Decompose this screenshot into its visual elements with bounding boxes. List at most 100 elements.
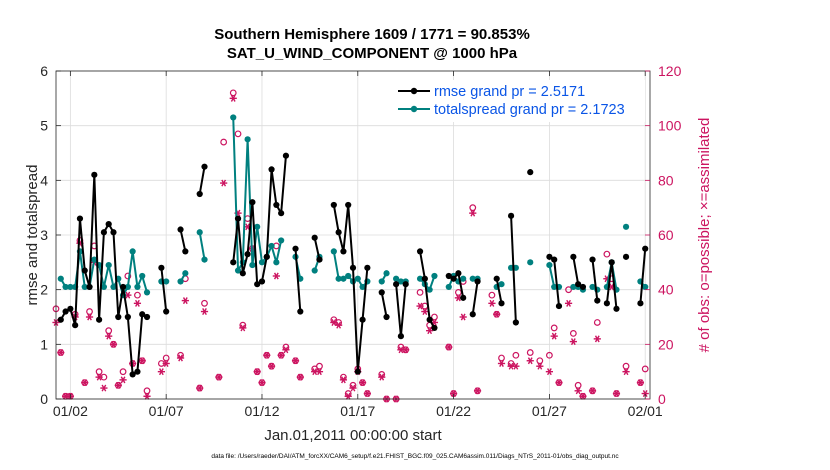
obs-possible-marker [498,354,505,362]
totalspread-point [330,248,337,255]
obs-assimilated-marker [344,392,352,400]
obs-possible-marker [134,291,141,299]
obs-possible-marker [512,351,520,359]
y-right-tick-label: 0 [658,391,666,407]
obs-assimilated-marker [612,390,621,398]
totalspread-point [91,256,98,263]
rmse-point [570,253,577,260]
rmse-point [139,311,146,318]
obs-assimilated-marker [579,392,587,400]
rmse-point [158,264,165,271]
totalspread-point [139,272,146,280]
obs-assimilated-marker [143,392,151,400]
rmse-point [493,275,500,282]
obs-possible-marker [603,250,611,258]
totalspread-point [110,283,117,291]
obs-assimilated-marker [335,321,343,329]
rmse-line [591,259,599,301]
rmse-point [182,248,189,255]
obs-assimilated-marker [291,357,300,365]
rmse-point [110,229,117,236]
rmse-point [642,245,649,252]
totalspread-point [67,283,74,291]
totalspread-point [273,259,280,266]
rmse-point [230,259,237,266]
rmse-point [551,256,558,263]
totalspread-point [460,275,467,282]
totalspread-point [335,275,342,282]
obs-assimilated-marker [109,340,118,348]
obs-assimilated-marker [622,368,630,376]
obs-possible-marker [229,89,237,97]
legend-rmse-label: rmse grand pr = 2.5171 [434,84,585,100]
totalspread-point [268,242,275,250]
totalspread-point [105,261,112,269]
obs-assimilated-marker [641,390,649,398]
obs-assimilated-marker [114,381,122,389]
y-axis-left-label: rmse and totalspread [24,165,41,306]
rmse-point [263,253,270,260]
obs-assimilated-marker [105,332,113,340]
totalspread-point [143,289,151,296]
obs-assimilated-marker [81,379,89,387]
obs-assimilated-marker [85,313,94,321]
obs-markers [52,89,649,403]
totalspread-point [129,248,136,255]
y-left-tick-label: 4 [40,172,48,188]
totalspread-point [124,283,131,291]
rmse-point [177,226,184,233]
rmse-point [129,371,136,378]
rmse-line [419,251,436,329]
obs-assimilated-marker [426,327,434,335]
obs-assimilated-marker [378,373,386,381]
rmse-line [471,281,479,315]
obs-assimilated-marker [138,357,146,365]
rmse-point [67,305,74,312]
obs-assimilated-marker [416,302,424,310]
obs-possible-marker [550,324,558,332]
rmse-point [393,281,400,288]
obs-possible-marker [119,368,127,376]
obs-assimilated-marker [421,308,429,316]
obs-possible-marker [143,387,151,395]
rmse-point [498,300,505,307]
y-left-tick-label: 6 [40,63,48,79]
obs-possible-marker [124,272,132,280]
totalspread-point [359,283,366,291]
totalspread-line [198,232,206,260]
obs-possible-marker [569,330,577,337]
rmse-point [345,201,352,209]
rmse-point [76,215,84,222]
totalspread-point [234,267,242,274]
obs-assimilated-marker [402,346,410,354]
rmse-point [555,302,563,310]
totalspread-point [345,272,352,280]
obs-possible-marker [316,362,323,370]
rmse-point [402,281,409,288]
totalspread-line [419,275,436,291]
rmse-point [258,278,266,285]
rmse-point [249,199,256,206]
totalspread-point [57,275,64,282]
obs-possible-marker [162,354,170,362]
rmse-point [340,248,347,255]
rmse-point [278,210,285,217]
obs-assimilated-marker [445,343,453,351]
totalspread-point [397,278,405,285]
obs-assimilated-marker [95,373,103,381]
obs-possible-marker [565,286,572,294]
obs-possible-marker [593,319,601,326]
obs-assimilated-marker [469,209,477,217]
y-left-tick-labels: 0 1 2 3 4 5 6 [40,63,48,407]
y-right-tick-label: 60 [658,227,674,243]
totalspread-point [196,229,203,236]
rmse-point [546,253,553,260]
rmse-point [81,267,88,274]
totalspread-point [589,283,596,291]
totalspread-point [354,275,361,282]
obs-assimilated-marker [215,373,223,381]
rmse-point [143,313,151,321]
rmse-series [57,152,649,378]
rmse-point [100,229,108,236]
